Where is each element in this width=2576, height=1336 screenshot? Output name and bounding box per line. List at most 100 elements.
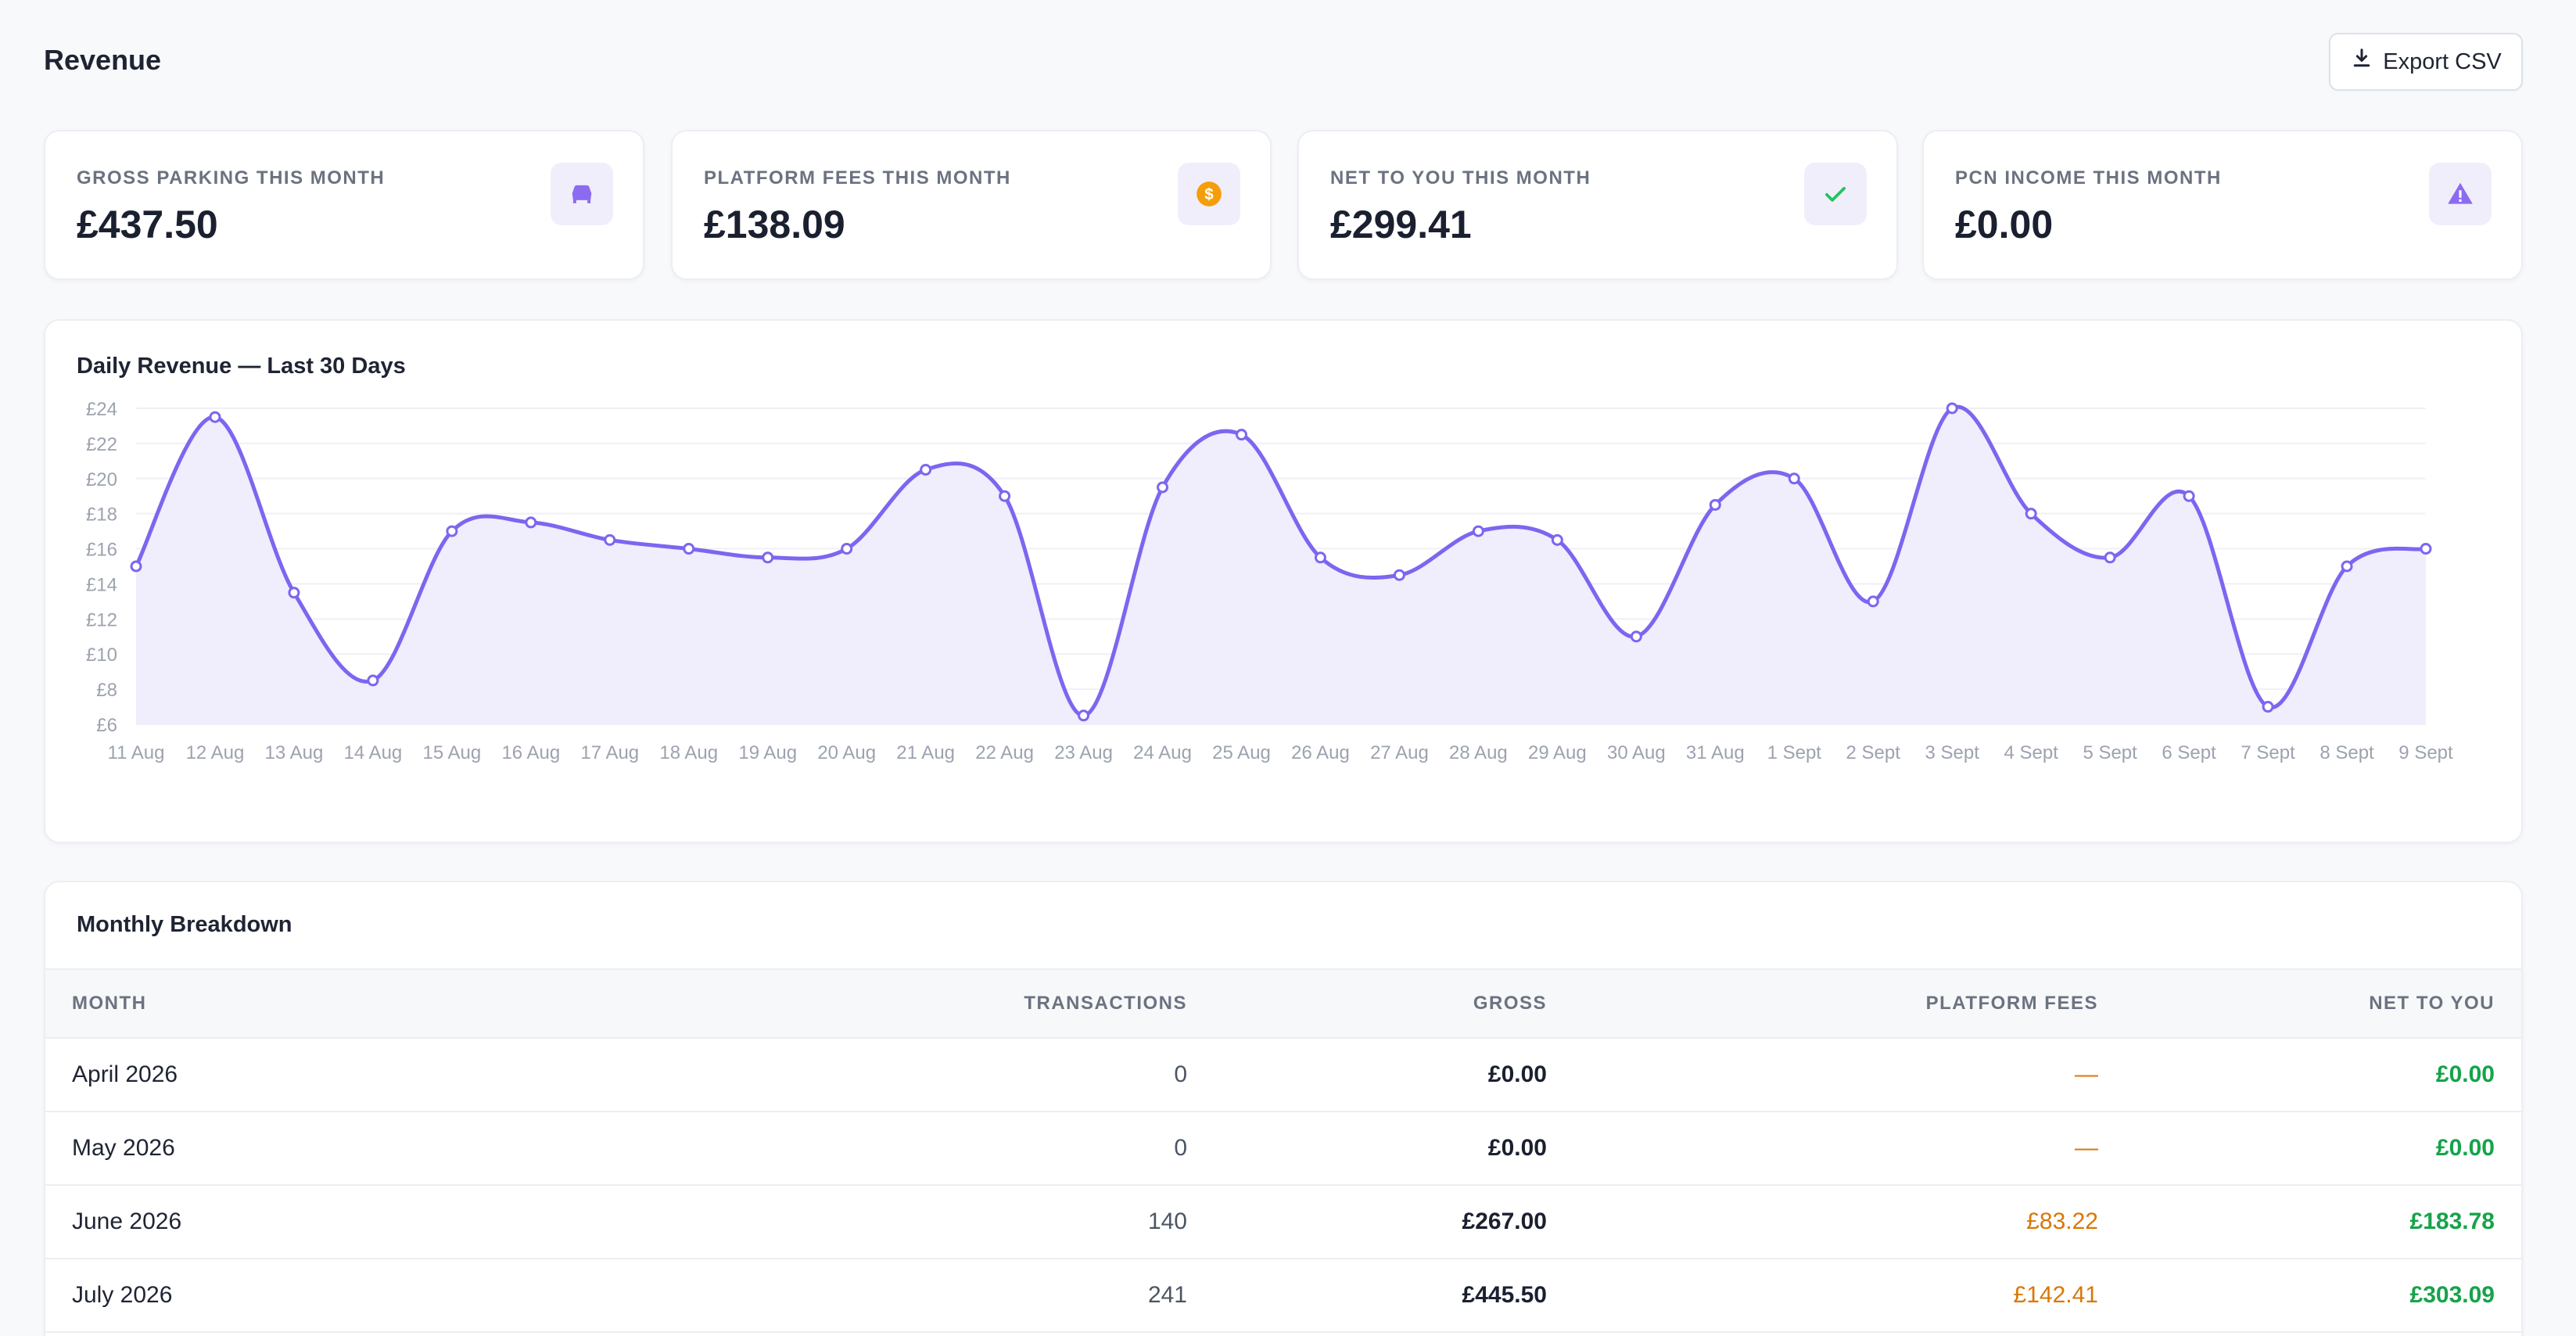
stat-label: PCN INCOME THIS MONTH (1955, 167, 2222, 189)
cell-transactions: 241 (1147, 1282, 1187, 1308)
data-point (130, 560, 142, 573)
table-row: July 2026 241 £445.50 £142.41 £303.09 (45, 1259, 2521, 1332)
cell-month: May 2026 (72, 1135, 175, 1161)
cell-net-to-you: £303.09 (2409, 1282, 2495, 1308)
cell-transactions: 0 (1174, 1061, 1187, 1087)
x-tick-label: 17 Aug (580, 742, 639, 763)
y-tick-label: £10 (86, 645, 117, 666)
x-tick-label: 30 Aug (1607, 742, 1666, 763)
series-line (134, 404, 2428, 718)
x-tick-label: 31 Aug (1686, 742, 1745, 763)
cell-month: July 2026 (72, 1282, 173, 1308)
stat-card-pcn-income: PCN INCOME THIS MONTH £0.00 (1922, 130, 2523, 280)
data-point (288, 587, 300, 599)
data-point (920, 464, 932, 476)
export-csv-label: Export CSV (2383, 48, 2502, 74)
column-header-net-to-you: NET TO YOU (2369, 993, 2495, 1014)
x-tick-label: 19 Aug (738, 742, 797, 763)
cell-month: April 2026 (72, 1061, 178, 1087)
y-tick-label: £24 (86, 399, 117, 420)
chart-title: Daily Revenue — Last 30 Days (77, 354, 406, 379)
data-point (1078, 709, 1090, 722)
monthly-breakdown-table: MONTH TRANSACTIONS GROSS PLATFORM FEES N… (45, 968, 2521, 1333)
monthly-breakdown-card: Monthly Breakdown MONTH TRANSACTIONS GRO… (44, 881, 2523, 1336)
data-point (1393, 569, 1405, 581)
cell-gross: £267.00 (1462, 1209, 1547, 1234)
x-tick-label: 27 Aug (1370, 742, 1429, 763)
x-tick-label: 26 Aug (1291, 742, 1350, 763)
stat-value: £138.09 (704, 203, 845, 246)
y-tick-label: £14 (86, 574, 117, 595)
stat-value: £299.41 (1330, 203, 1472, 246)
x-tick-label: 25 Aug (1212, 742, 1271, 763)
x-tick-label: 8 Sept (2319, 742, 2374, 763)
x-tick-label: 18 Aug (659, 742, 718, 763)
column-header-transactions: TRANSACTIONS (1024, 993, 1187, 1014)
data-point (367, 674, 379, 687)
x-tick-label: 11 Aug (108, 742, 165, 763)
x-tick-label: 9 Sept (2398, 742, 2453, 763)
y-tick-label: £8 (96, 680, 117, 701)
table-header-row: MONTH TRANSACTIONS GROSS PLATFORM FEES N… (45, 969, 2521, 1038)
x-tick-label: 21 Aug (896, 742, 955, 763)
x-tick-label: 1 Sept (1767, 742, 1822, 763)
column-header-gross: GROSS (1473, 993, 1547, 1014)
y-tick-label: £18 (86, 505, 117, 526)
data-point (604, 533, 616, 546)
y-tick-label: £20 (86, 469, 117, 490)
column-header-platform-fees: PLATFORM FEES (1925, 993, 2098, 1014)
stat-card-net-to-you: NET TO YOU THIS MONTH £299.41 (1297, 130, 1898, 280)
cell-net-to-you: £183.78 (2409, 1209, 2495, 1234)
x-tick-label: 14 Aug (344, 742, 403, 763)
data-point (2262, 701, 2274, 713)
stat-value: £0.00 (1955, 203, 2054, 246)
svg-text:$: $ (1204, 185, 1214, 203)
data-point (2104, 551, 2116, 564)
cell-platform-fees: £142.41 (2013, 1282, 2098, 1308)
x-tick-label: 13 Aug (265, 742, 324, 763)
data-point (1946, 402, 1958, 415)
y-tick-label: £6 (96, 715, 117, 736)
x-tick-label: 12 Aug (186, 742, 245, 763)
stat-value: £437.50 (77, 203, 218, 246)
data-point (999, 490, 1011, 502)
y-tick-label: £12 (86, 609, 117, 630)
stat-label: PLATFORM FEES THIS MONTH (704, 167, 1011, 189)
table-row: May 2026 0 £0.00 — £0.00 (45, 1112, 2521, 1185)
car-icon (551, 163, 613, 225)
data-point (1236, 429, 1248, 441)
warning-icon (2429, 163, 2492, 225)
daily-revenue-chart: £6 £8 £10 £12 £14 £16 £18 £20 £22 £24 11 Aug 12 Aug… (86, 399, 2453, 763)
cell-gross: £0.00 (1487, 1135, 1547, 1161)
stat-card-platform-fees: PLATFORM FEES THIS MONTH £138.09 $ (671, 130, 1272, 280)
data-point (1157, 481, 1169, 494)
table-row: June 2026 140 £267.00 £83.22 £183.78 (45, 1185, 2521, 1259)
download-icon (2350, 47, 2373, 77)
x-tick-label: 28 Aug (1449, 742, 1508, 763)
x-tick-label: 5 Sept (2083, 742, 2137, 763)
stat-card-gross-parking: GROSS PARKING THIS MONTH £437.50 (44, 130, 644, 280)
data-point (2420, 543, 2432, 555)
check-icon (1804, 163, 1867, 225)
series-area (136, 407, 2426, 724)
data-point (2183, 490, 2195, 502)
cell-transactions: 140 (1147, 1209, 1187, 1234)
data-point (762, 551, 774, 564)
data-point (1709, 498, 1721, 511)
x-tick-label: 16 Aug (501, 742, 560, 763)
data-point (525, 516, 537, 529)
x-tick-label: 7 Sept (2241, 742, 2295, 763)
table-row: April 2026 0 £0.00 — £0.00 (45, 1038, 2521, 1112)
page-title: Revenue (44, 44, 162, 76)
data-point (1867, 595, 1879, 608)
column-header-month: MONTH (72, 993, 147, 1014)
x-tick-label: 2 Sept (1846, 742, 1901, 763)
export-csv-button[interactable]: Export CSV (2329, 33, 2523, 91)
data-point (1551, 533, 1563, 546)
cell-net-to-you: £0.00 (2435, 1135, 2495, 1161)
cell-platform-fees: £83.22 (2026, 1209, 2098, 1234)
cell-transactions: 0 (1174, 1135, 1187, 1161)
stat-label: NET TO YOU THIS MONTH (1330, 167, 1591, 189)
daily-revenue-chart-card: £6 £8 £10 £12 £14 £16 £18 £20 £22 £24 11 Aug 12 Aug… (44, 319, 2523, 843)
data-point (683, 543, 695, 555)
